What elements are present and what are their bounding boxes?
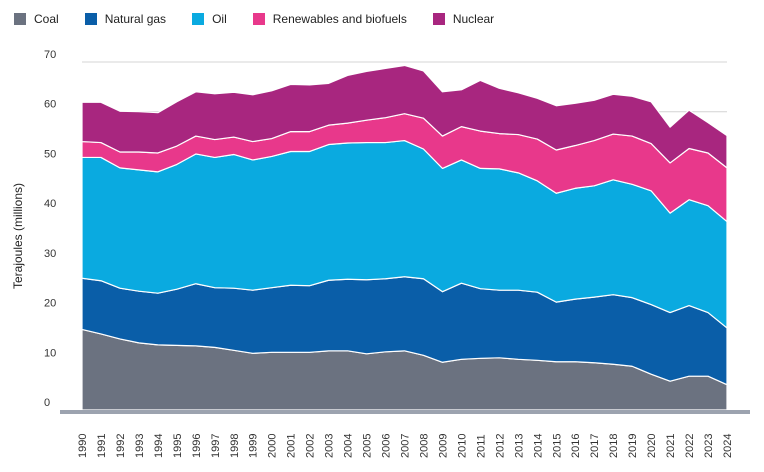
y-axis-label: Terajoules (millions) [11, 183, 25, 289]
x-tick-label: 1995 [172, 434, 184, 458]
x-tick-label: 1994 [153, 434, 165, 458]
x-tick-label: 2008 [418, 434, 430, 458]
y-tick-label: 60 [44, 99, 56, 111]
legend-item-coal: Coal [14, 12, 59, 26]
x-tick-label: 1999 [248, 434, 260, 458]
x-tick-label: 2013 [513, 434, 525, 458]
legend-label: Oil [212, 12, 227, 26]
x-tick-label: 2007 [400, 434, 412, 458]
x-tick-label: 1997 [210, 434, 222, 458]
x-tick-label: 2015 [551, 434, 563, 458]
legend-item-renewables-and-biofuels: Renewables and biofuels [252, 12, 407, 26]
legend-item-natural-gas: Natural gas [84, 12, 167, 26]
x-tick-label: 2010 [456, 434, 468, 458]
x-tick-labels: 1990 1991 1992 1993 1994 1995 1996 1997 1998 1999… [77, 434, 734, 458]
y-tick-label: 50 [44, 148, 56, 160]
x-tick-label: 2003 [324, 434, 336, 458]
x-tick-label: 1992 [115, 434, 127, 458]
y-tick-label: 70 [44, 49, 56, 61]
legend-swatch [84, 13, 97, 25]
x-tick-label: 1990 [77, 434, 89, 458]
x-tick-label: 2018 [608, 434, 620, 458]
x-tick-label: 1996 [191, 434, 203, 458]
x-tick-label: 2014 [532, 434, 544, 458]
legend-item-nuclear: Nuclear [432, 12, 495, 26]
x-tick-label: 2004 [343, 434, 355, 458]
x-tick-label: 1991 [96, 434, 108, 458]
x-tick-label: 2016 [570, 434, 582, 458]
legend-label: Natural gas [104, 12, 167, 26]
legend-label: Renewables and biofuels [272, 12, 407, 26]
legend-swatch [252, 13, 265, 25]
baseline [60, 410, 750, 414]
x-tick-label: 2024 [722, 434, 734, 458]
x-tick-label: 2020 [646, 434, 658, 458]
x-tick-label: 2001 [286, 434, 298, 458]
legend-label: Nuclear [452, 12, 495, 26]
legend-swatch [432, 13, 445, 25]
x-tick-label: 1993 [134, 434, 146, 458]
y-tick-label: 40 [44, 198, 56, 210]
y-tick-label: 30 [44, 248, 56, 260]
y-tick-label: 10 [44, 347, 56, 359]
x-tick-label: 2019 [627, 434, 639, 458]
x-tick-label: 2000 [267, 434, 279, 458]
x-tick-label: 2017 [589, 434, 601, 458]
chart-legend: Coal Natural gas Oil Renewables and biofuel… [14, 12, 520, 26]
x-tick-label: 2009 [437, 434, 449, 458]
x-tick-label: 2002 [305, 434, 317, 458]
y-tick-label: 20 [44, 298, 56, 310]
legend-swatch [192, 13, 205, 25]
x-tick-label: 2006 [381, 434, 393, 458]
legend-item-oil: Oil [192, 12, 227, 26]
legend-swatch [14, 13, 26, 25]
x-tick-label: 2022 [684, 434, 696, 458]
x-tick-label: 2021 [665, 434, 677, 458]
legend-label: Coal [34, 12, 59, 26]
series-areas [81, 64, 728, 411]
x-tick-label: 2012 [494, 434, 506, 458]
x-tick-label: 2005 [362, 434, 374, 458]
y-tick-labels: 0 10 20 30 40 50 60 70 [44, 49, 56, 409]
x-tick-label: 2023 [703, 434, 715, 458]
x-tick-label: 2011 [475, 434, 487, 458]
y-tick-label: 0 [44, 397, 50, 409]
x-axis-baseline [60, 410, 750, 414]
area-nuclear [81, 64, 728, 169]
x-tick-label: 1998 [229, 434, 241, 458]
